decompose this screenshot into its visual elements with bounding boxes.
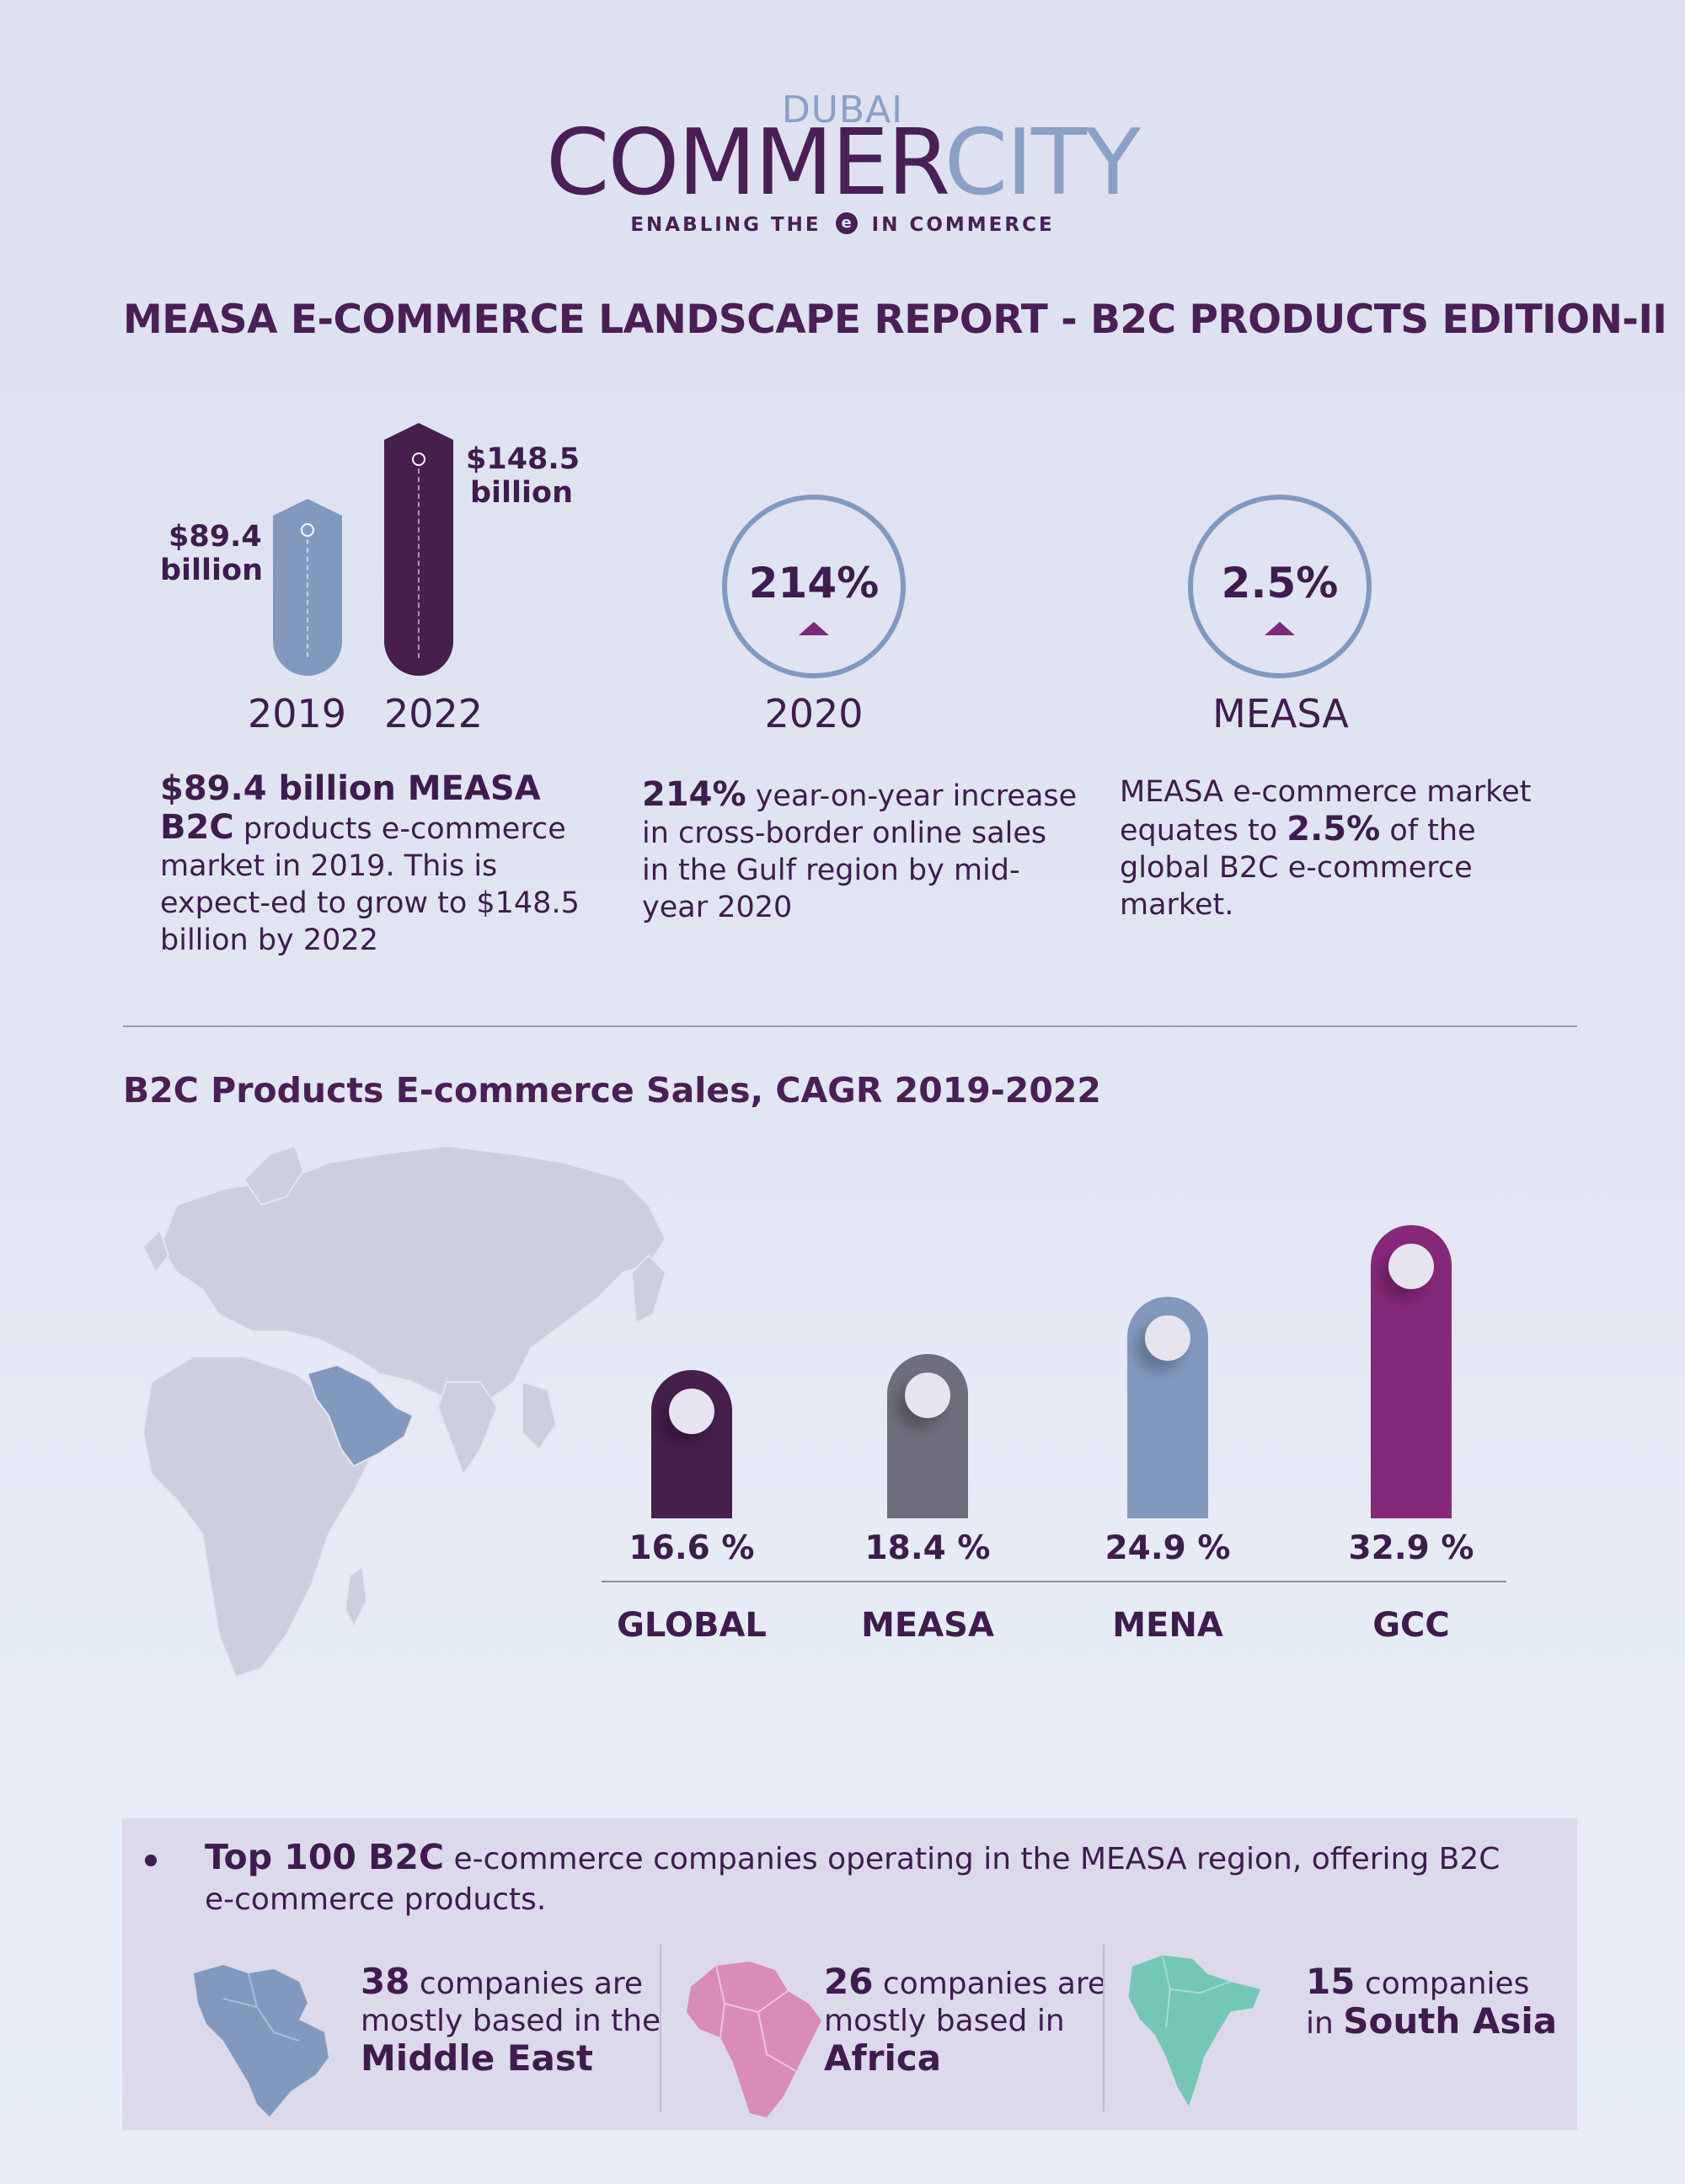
logo-dubai-text: DUBAI [781, 88, 904, 131]
increase-arrow-icon [1265, 622, 1295, 635]
cagr-value-gcc: 32.9 % [1348, 1529, 1474, 1567]
bar-2022-dash [418, 468, 420, 658]
cross-border-bold: 214% [642, 775, 746, 814]
market-share-ring [1188, 495, 1372, 678]
cagr-category-global: GLOBAL [617, 1606, 767, 1645]
logo-word-commer: COMMER [546, 110, 946, 216]
region-middle-east-line2: mostly based in the [361, 2004, 661, 2038]
cagr-marker-icon [1388, 1244, 1434, 1289]
bar-2022-marker [412, 452, 425, 466]
bar-2019-marker [301, 523, 314, 537]
africa-map-icon [687, 1962, 821, 2117]
region-south-asia-count: 15 [1306, 1961, 1356, 2002]
cross-border-description: 214% year-on-year increase in cross-bord… [642, 776, 1080, 926]
region-separator [1103, 1945, 1105, 2112]
region-africa-text: 26 companies are mostly based in Africa [824, 1963, 1110, 2080]
market-share-label: MEASA [1212, 691, 1349, 736]
top100-rest: e-commerce companies operating in the ME… [205, 1842, 1500, 1917]
bar-2022-year: 2022 [384, 691, 484, 736]
section-divider [123, 1025, 1577, 1027]
region-south-asia-line2: in [1306, 2006, 1344, 2041]
cagr-category-measa: MEASA [861, 1606, 994, 1645]
top100-bold: Top 100 B2C [205, 1837, 445, 1877]
market-share-bold: 2.5% [1286, 810, 1381, 848]
cagr-value-measa: 18.4 % [864, 1529, 991, 1567]
logo-word-city: CITY [944, 110, 1141, 216]
cagr-value-global: 16.6 % [629, 1529, 755, 1567]
market-share-value: 2.5% [1221, 559, 1339, 608]
cross-border-year: 2020 [764, 691, 864, 736]
region-middle-east-count: 38 [361, 1961, 410, 2002]
cagr-title: B2C Products E-commerce Sales, CAGR 2019… [123, 1070, 1101, 1111]
cross-border-ring [722, 495, 906, 678]
region-africa-line2: mostly based in [824, 2004, 1065, 2038]
world-map-icon [142, 1144, 667, 1678]
bar-2019-unit: billion [160, 554, 264, 587]
cagr-marker-icon [1145, 1315, 1190, 1361]
logo-tag-suffix: IN COMMERCE [871, 214, 1055, 236]
cross-border-rest: year-on-year increase in cross-border on… [642, 779, 1078, 924]
cross-border-value: 214% [748, 559, 880, 608]
region-south-asia-place: South Asia [1343, 2000, 1558, 2042]
region-middle-east-line1: companies are [409, 1967, 644, 2001]
e-logo-icon: e [835, 211, 858, 234]
report-title: MEASA E-COMMERCE LANDSCAPE REPORT - B2C … [123, 297, 1667, 343]
region-africa-line1: companies are [873, 1967, 1107, 2001]
logo-tag-prefix: ENABLING THE [630, 214, 821, 236]
bar-2019-dash [307, 539, 308, 657]
bar-2019-amount: $89.4 [168, 520, 262, 554]
market-size-description: $89.4 billion MEASA B2C products e-comme… [160, 770, 598, 959]
region-africa-place: Africa [824, 2037, 942, 2079]
region-africa-count: 26 [824, 1961, 874, 2002]
market-share-text-b: of the global B2C e-commerce market. [1120, 814, 1476, 922]
region-separator [660, 1945, 661, 2112]
top100-description: Top 100 B2C e-commerce companies operati… [205, 1837, 1519, 1920]
region-middle-east-place: Middle East [361, 2037, 593, 2079]
top100-panel [122, 1818, 1577, 2130]
market-share-text-a: MEASA e-commerce market equates to [1120, 775, 1532, 848]
south-asia-map-icon [1128, 1955, 1261, 2106]
middle-east-map-icon [194, 1965, 329, 2117]
market-size-rest: products e-commerce market in 2019. This… [160, 812, 580, 957]
logo-tagline: ENABLING THE e IN COMMERCE [0, 211, 1685, 237]
increase-arrow-icon [799, 622, 829, 635]
cagr-marker-icon [905, 1373, 950, 1418]
market-size-bold: $89.4 billion MEASA B2C [160, 769, 541, 847]
cagr-category-gcc: GCC [1372, 1606, 1450, 1645]
bar-2022-amount: $148.5 [466, 442, 580, 476]
cagr-axis [602, 1581, 1506, 1582]
logo-wordmark: COMMERCITY [0, 118, 1685, 209]
cagr-value-mena: 24.9 % [1105, 1529, 1231, 1567]
region-south-asia-line1: companies [1355, 1967, 1530, 2001]
region-south-asia-text: 15 companies in South Asia [1306, 1963, 1575, 2042]
region-middle-east-text: 38 companies are mostly based in the Mid… [361, 1963, 664, 2080]
cagr-marker-icon [669, 1389, 714, 1434]
cagr-category-mena: MENA [1112, 1606, 1223, 1645]
bullet-icon [145, 1855, 157, 1866]
bar-2022-unit: billion [470, 476, 574, 510]
market-share-description: MEASA e-commerce market equates to 2.5% … [1120, 774, 1541, 923]
bar-2019-year: 2019 [248, 691, 347, 736]
